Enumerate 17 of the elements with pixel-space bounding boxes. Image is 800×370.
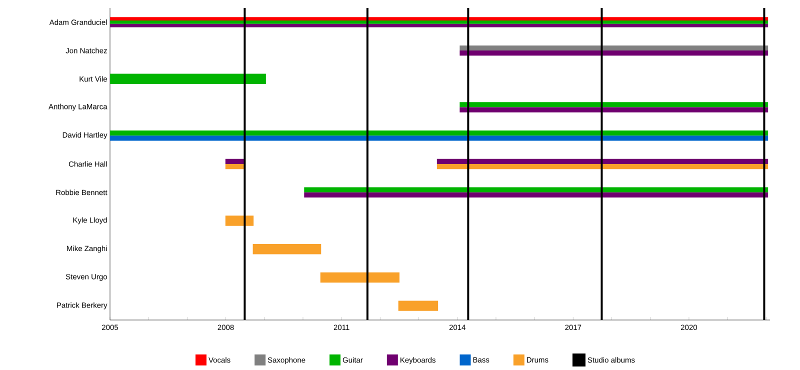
bar (252, 244, 322, 254)
bar (304, 192, 768, 198)
bar (110, 17, 768, 20)
bar (225, 216, 254, 226)
bar (460, 45, 768, 51)
bar (320, 272, 400, 283)
bar (304, 187, 768, 192)
bar (460, 50, 768, 56)
bar (398, 300, 438, 311)
bar (460, 107, 768, 112)
bar (110, 20, 768, 24)
bar (225, 164, 244, 170)
bar (110, 24, 768, 28)
bar (460, 102, 768, 108)
bar (225, 158, 244, 164)
bar (110, 136, 768, 141)
bar (110, 130, 768, 136)
